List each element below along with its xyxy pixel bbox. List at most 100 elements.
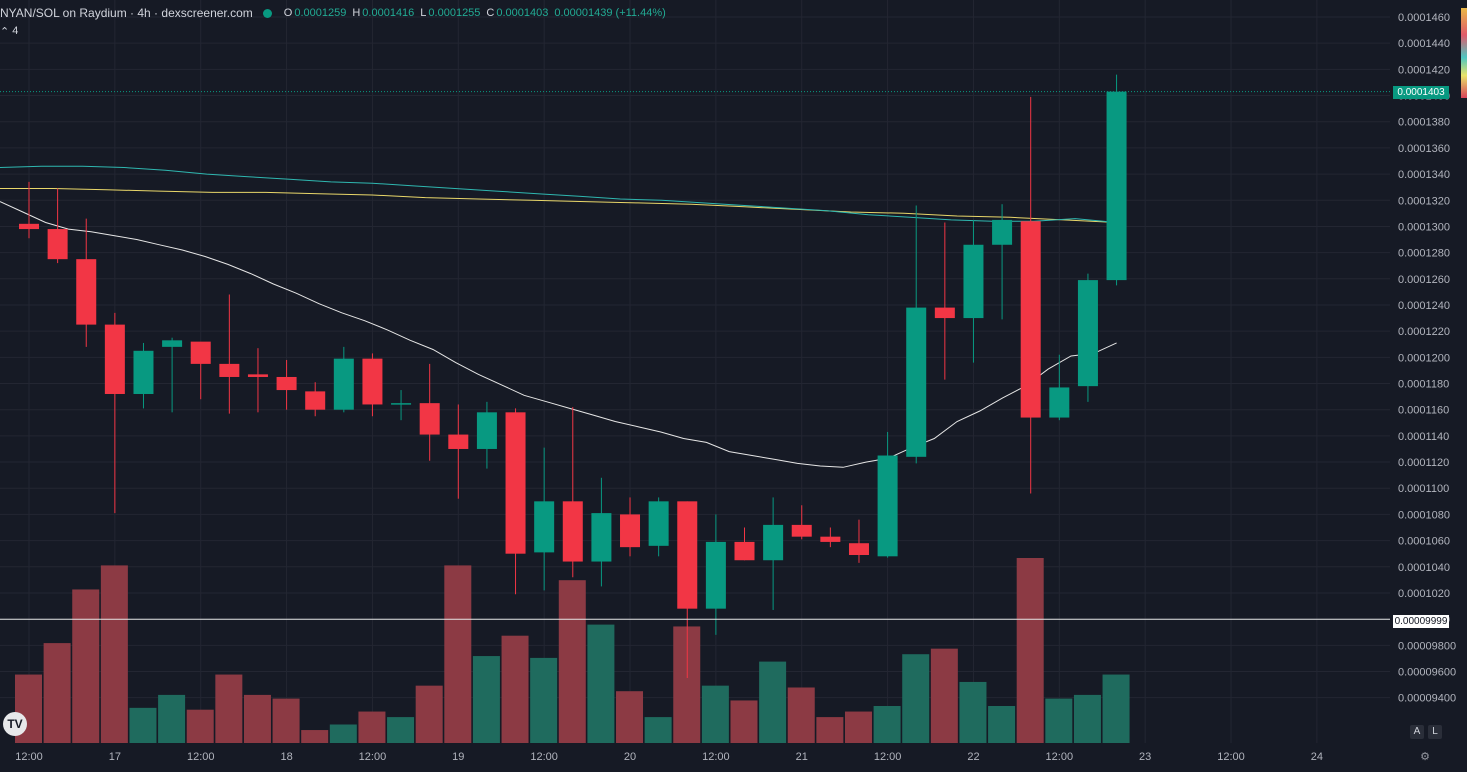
price-tick-label: 0.0001020 bbox=[1398, 588, 1450, 600]
candle-up bbox=[877, 455, 898, 557]
candle-down bbox=[448, 434, 469, 449]
price-tick-label: 0.0001200 bbox=[1398, 352, 1450, 364]
price-tick-label: 0.0001360 bbox=[1398, 143, 1450, 155]
moving-average-line bbox=[0, 165, 1117, 223]
candle-down bbox=[247, 374, 268, 377]
time-axis: 12:00 17 12:00 18 12:00 19 12:00 20 12:00 21 12:00… bbox=[15, 751, 1323, 763]
candle-up bbox=[1106, 91, 1127, 281]
candle-down bbox=[362, 358, 383, 405]
last-price-label: 0.0001403 bbox=[1393, 86, 1449, 99]
candle-down bbox=[305, 391, 326, 410]
candle-down bbox=[419, 403, 440, 435]
candle-up bbox=[963, 244, 984, 319]
time-tick-label: 12:00 bbox=[359, 751, 387, 763]
time-tick-label: 12:00 bbox=[1046, 751, 1074, 763]
price-tick-label: 0.0001160 bbox=[1398, 405, 1449, 417]
collapse-chevron-icon[interactable]: ⌃ bbox=[0, 25, 10, 38]
volume-bar bbox=[873, 706, 901, 743]
time-tick-label: 12:00 bbox=[15, 751, 43, 763]
indicators-row[interactable]: ⌃ 4 bbox=[0, 24, 18, 38]
price-tick-label: 0.0001240 bbox=[1398, 300, 1450, 312]
volume-bar bbox=[1102, 674, 1130, 743]
price-tick-label: 0.0001060 bbox=[1398, 536, 1450, 548]
crosshair-price-label: 0.00009999 bbox=[1393, 615, 1449, 628]
high-key: H bbox=[352, 7, 361, 19]
candle-down bbox=[820, 536, 841, 542]
volume-bar bbox=[387, 717, 415, 743]
low-value: 0.0001255 bbox=[428, 7, 481, 19]
auto-scale-button[interactable]: A bbox=[1410, 725, 1424, 739]
price-tick-label: 0.0001120 bbox=[1398, 457, 1449, 469]
volume-bar bbox=[1045, 698, 1073, 743]
candle-down bbox=[620, 514, 641, 548]
price-tick-label: 0.0001140 bbox=[1398, 431, 1449, 443]
candle-up bbox=[162, 340, 183, 347]
chart-header: NYAN/SOL on Raydium · 4h · dexscreener.c… bbox=[0, 4, 666, 22]
pair-title[interactable]: NYAN/SOL on Raydium · 4h · dexscreener.c… bbox=[0, 6, 253, 20]
candle-down bbox=[1020, 221, 1041, 418]
log-scale-button[interactable]: L bbox=[1428, 725, 1442, 739]
candle-up bbox=[992, 219, 1013, 245]
change-value: 0.00001439 (+11.44%) bbox=[554, 7, 666, 19]
volume-bar bbox=[272, 698, 300, 743]
price-tick-label: 0.0001260 bbox=[1398, 274, 1450, 286]
time-tick-label: 22 bbox=[967, 751, 979, 763]
time-tick-label: 20 bbox=[624, 751, 636, 763]
volume-bar bbox=[558, 580, 586, 743]
candle-down bbox=[734, 541, 755, 561]
price-tick-label: 0.00009800 bbox=[1398, 640, 1456, 652]
candle-up bbox=[906, 307, 927, 457]
volume-bar bbox=[243, 694, 271, 743]
volume-bar bbox=[759, 661, 787, 743]
open-value: 0.0001259 bbox=[294, 7, 347, 19]
candle-down bbox=[76, 259, 97, 325]
moving-average-line bbox=[0, 188, 1117, 223]
candle-up bbox=[648, 501, 669, 546]
time-tick-label: 12:00 bbox=[1217, 751, 1245, 763]
volume-bar bbox=[43, 643, 71, 743]
price-tick-label: 0.0001340 bbox=[1398, 169, 1450, 181]
candles bbox=[19, 74, 1127, 679]
status-dot-icon bbox=[262, 8, 272, 18]
high-value: 0.0001416 bbox=[362, 7, 415, 19]
price-tick-label: 0.00009600 bbox=[1398, 667, 1456, 679]
side-thumbnail bbox=[1461, 8, 1467, 98]
price-tick-label: 0.0001180 bbox=[1398, 379, 1449, 391]
price-lines bbox=[0, 91, 1390, 620]
time-tick-label: 19 bbox=[452, 751, 464, 763]
candle-up bbox=[1077, 280, 1098, 387]
volume-bar bbox=[587, 624, 615, 743]
low-key: L bbox=[420, 7, 427, 19]
volume-bar bbox=[530, 657, 558, 743]
indicator-count[interactable]: 4 bbox=[12, 25, 19, 37]
time-tick-label: 17 bbox=[109, 751, 121, 763]
time-tick-label: 23 bbox=[1139, 751, 1151, 763]
price-tick-label: 0.0001380 bbox=[1398, 117, 1450, 129]
time-tick-label: 24 bbox=[1311, 751, 1323, 763]
volume-bar bbox=[988, 706, 1016, 743]
settings-icon[interactable]: ⚙ bbox=[1420, 751, 1430, 763]
volume-bar bbox=[158, 694, 186, 743]
volume-bar bbox=[358, 711, 386, 743]
moving-average-line bbox=[0, 201, 1117, 468]
time-tick-label: 18 bbox=[280, 751, 292, 763]
volume-bar bbox=[501, 635, 529, 743]
candle-down bbox=[934, 307, 955, 319]
price-tick-label: 0.00009400 bbox=[1398, 693, 1456, 705]
close-key: C bbox=[486, 7, 495, 19]
candle-up bbox=[705, 541, 726, 609]
candle-down bbox=[677, 501, 698, 609]
candle-up bbox=[1049, 387, 1070, 418]
moving-averages bbox=[0, 165, 1117, 468]
candle-down bbox=[19, 223, 39, 230]
tradingview-logo-icon[interactable]: TV bbox=[3, 712, 27, 736]
volume-bar bbox=[329, 724, 357, 743]
candle-up bbox=[333, 358, 354, 410]
volume-bars bbox=[15, 558, 1130, 743]
volume-bar bbox=[472, 656, 500, 743]
candle-down bbox=[47, 229, 68, 260]
volume-bar bbox=[186, 709, 214, 743]
volume-bar bbox=[616, 691, 644, 743]
volume-bar bbox=[1016, 558, 1044, 743]
